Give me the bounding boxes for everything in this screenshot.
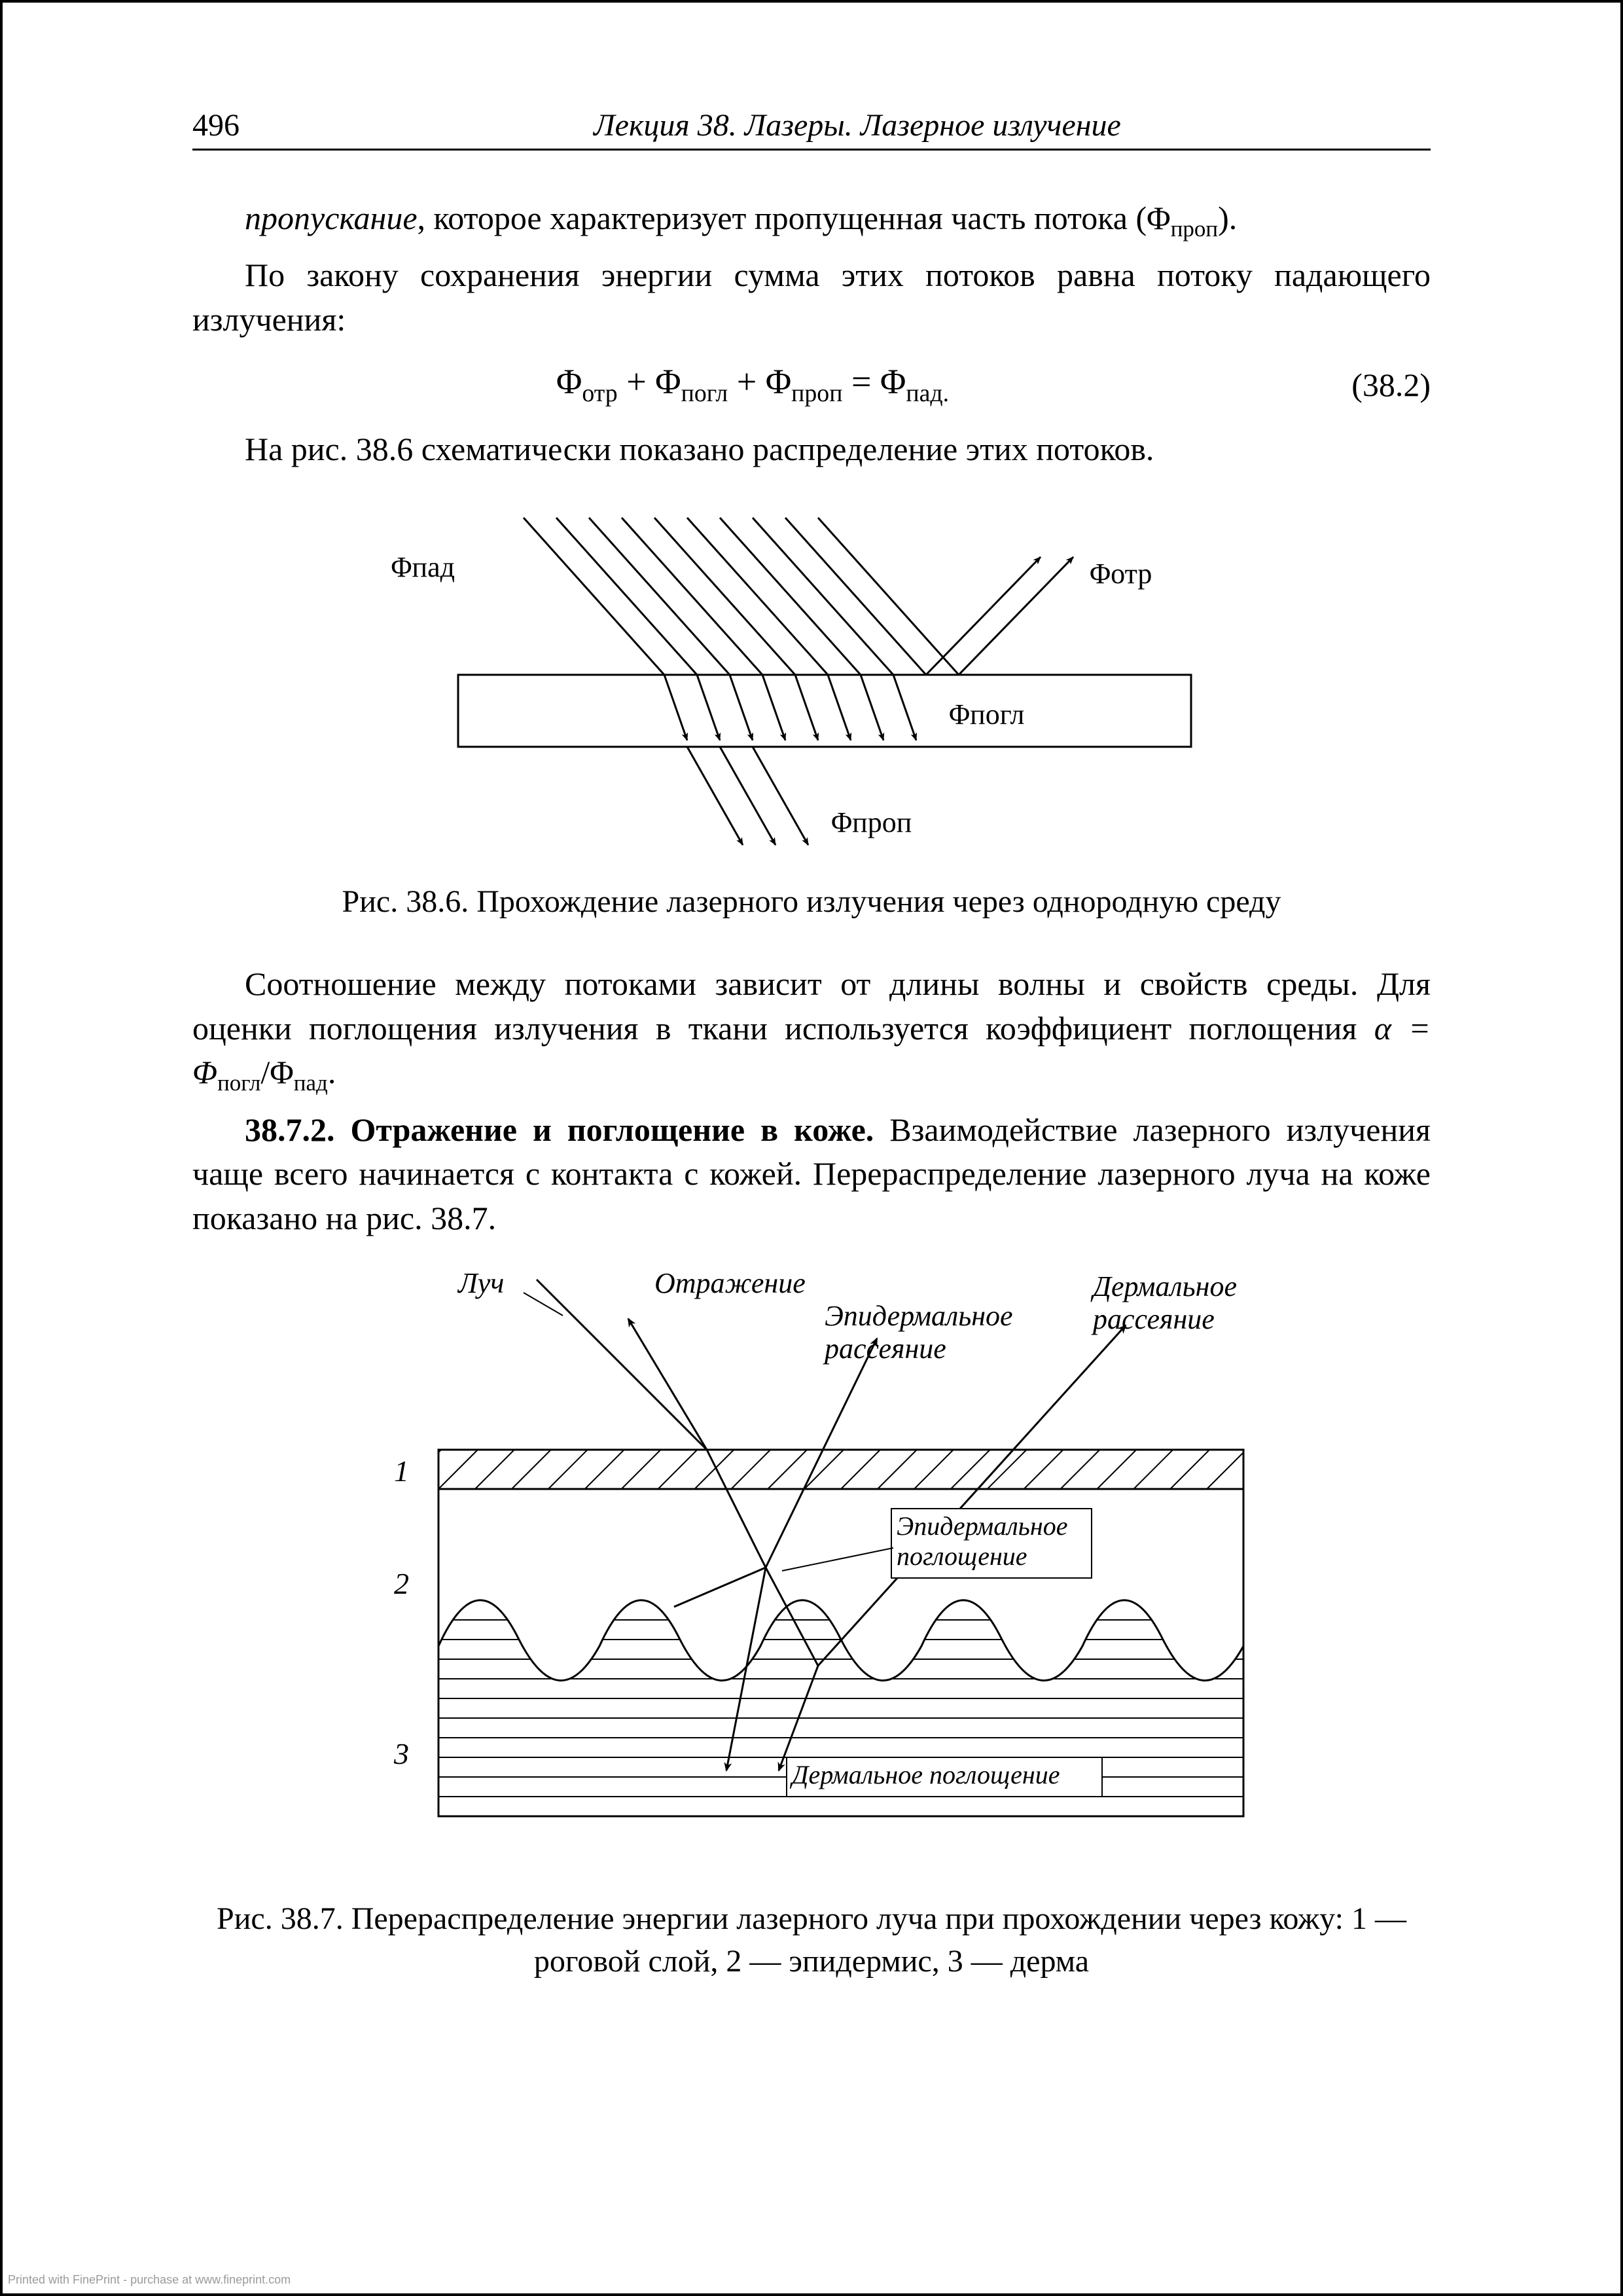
subscript: проп [1171, 216, 1218, 242]
page: 496 Лекция 38. Лазеры. Лазерное излучени… [0, 0, 1623, 2296]
page-header: 496 Лекция 38. Лазеры. Лазерное излучени… [192, 107, 1431, 151]
svg-text:Φотр: Φотр [1090, 558, 1152, 590]
svg-text:Луч: Луч [457, 1267, 504, 1299]
svg-text:Φпроп: Φпроп [831, 806, 912, 838]
svg-text:3: 3 [393, 1737, 409, 1770]
equation-38-2: Φотр + Φпогл + Φпроп = Φпад. [556, 361, 949, 408]
figure-38-6-caption: Рис. 38.6. Прохождение лазерного излучен… [192, 881, 1431, 924]
svg-text:Φпад: Φпад [391, 551, 455, 583]
svg-text:1: 1 [394, 1454, 409, 1488]
figure-38-7-caption: Рис. 38.7. Перераспределение энергии лаз… [192, 1898, 1431, 1983]
svg-text:Эпидермальное: Эпидермальное [897, 1511, 1067, 1541]
section-title: 38.7.2. Отражение и поглощение в коже. [245, 1111, 874, 1148]
text-span: Соотношение между потоками зависит от дл… [192, 965, 1431, 1047]
paragraph-coefficient: Соотношение между потоками зависит от дл… [192, 962, 1431, 1098]
svg-text:Дермальное поглощение: Дермальное поглощение [789, 1760, 1060, 1789]
paragraph-propuskanie: пропускание, которое характеризует пропу… [192, 196, 1431, 244]
text-span: , которое характеризует пропущенная част… [418, 200, 1171, 236]
svg-text:рассеяние: рассеяние [823, 1333, 946, 1365]
paragraph-fig-ref: На рис. 38.6 схематически показано распр… [192, 427, 1431, 472]
paragraph-energy-law: По закону сохранения энергии сумма этих … [192, 253, 1431, 342]
footer-print-note: Printed with FinePrint - purchase at www… [8, 2273, 291, 2287]
chapter-title: Лекция 38. Лазеры. Лазерное излучение [284, 107, 1431, 143]
text-span: . [328, 1054, 336, 1090]
term-propuskanie: пропускание [245, 200, 418, 236]
figure-38-7: 123ЛучОтражениеЭпидермальноерассеяниеДер… [192, 1260, 1431, 1878]
figure-38-6: Φпад Φотр Φпогл Φпроп [192, 492, 1431, 861]
svg-text:2: 2 [394, 1567, 409, 1600]
text-span: ). [1218, 200, 1237, 236]
svg-text:Отражение: Отражение [654, 1267, 806, 1299]
text-span: /Φ [260, 1054, 293, 1090]
figure-38-6-svg: Φпад Φотр Φпогл Φпроп [380, 492, 1243, 858]
svg-text:поглощение: поглощение [897, 1541, 1027, 1571]
subscript: погл [217, 1070, 260, 1096]
equation-number: (38.2) [1313, 366, 1431, 404]
section-38-7-2: 38.7.2. Отражение и поглощение в коже. В… [192, 1108, 1431, 1241]
page-number: 496 [192, 107, 284, 143]
svg-text:Φпогл: Φпогл [949, 698, 1024, 730]
equation-row: Φотр + Φпогл + Φпроп = Φпад. (38.2) [192, 361, 1431, 408]
figure-38-7-svg: 123ЛучОтражениеЭпидермальноерассеяниеДер… [308, 1260, 1315, 1875]
svg-text:Эпидермальное: Эпидермальное [825, 1300, 1013, 1332]
svg-text:Дермальное: Дермальное [1090, 1270, 1237, 1302]
svg-text:рассеяние: рассеяние [1091, 1303, 1215, 1335]
subscript: пад [294, 1070, 328, 1096]
